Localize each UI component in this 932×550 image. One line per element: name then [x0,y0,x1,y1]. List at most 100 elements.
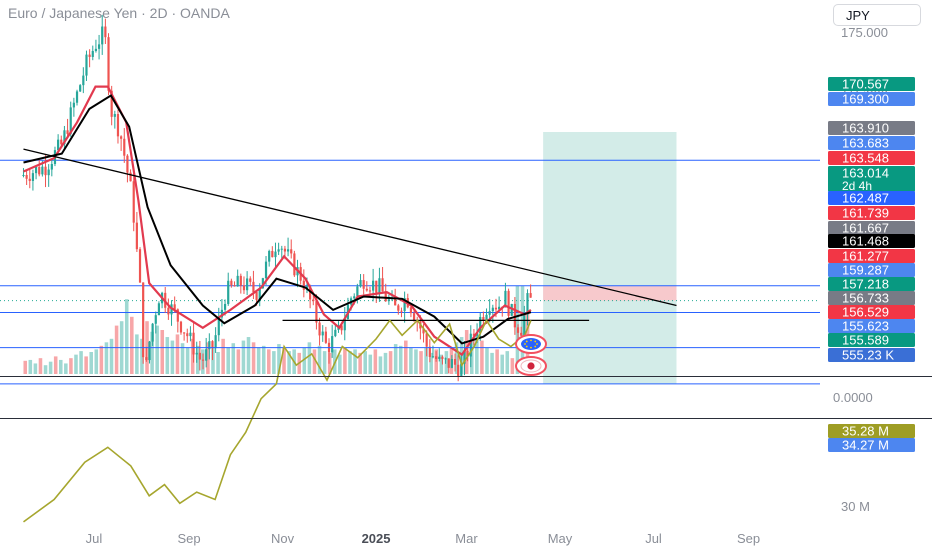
candle-body [97,44,101,49]
volume-bar [383,352,388,374]
price-label-box [828,348,915,362]
candle-body [75,91,79,103]
candle-body [293,253,296,276]
volume-bar [398,345,403,374]
candle-body [444,358,447,360]
oscillator-pane [0,318,820,523]
volume-bar [307,342,312,374]
candle-body [145,357,148,361]
candle-body [57,139,60,151]
candle-body [457,364,460,376]
flag-icons[interactable] [515,334,547,376]
volume-bar [363,351,367,374]
candle-body [220,309,224,318]
volume-bar [195,345,200,374]
candle-body [151,323,154,342]
volume-bar [135,334,139,374]
candle-body [290,249,293,254]
candle-body [198,352,201,360]
price-label-text: 163.683 [842,136,889,151]
candle-body [208,341,211,350]
volume-bar [287,351,291,374]
volume-bar [185,347,190,374]
candle-body [435,356,438,359]
volume-bar [84,356,88,374]
candle-body [526,293,529,315]
candle-body [66,130,69,134]
volume-bars [23,286,530,374]
volume-bar [165,337,170,374]
volume-bar [231,343,236,374]
candle-body [205,349,208,361]
y-tick-label: 175.000 [841,25,888,40]
volume-bar [490,352,494,374]
volume-bar [500,354,504,374]
candle-body [227,280,230,304]
candle-body [520,332,523,336]
candle-body [425,333,428,347]
candle-body [249,278,252,282]
moving-average-black [23,94,532,345]
candle-body [173,304,176,310]
volume-bar [261,345,266,374]
price-label-box [828,151,915,165]
volume-bar [251,342,256,374]
candle-body [214,335,217,349]
volume-bar [495,349,499,374]
price-label-text: 162.487 [842,191,889,206]
candle-body [183,332,186,334]
volume-bar [277,344,281,374]
currency-button[interactable]: JPY [833,4,921,26]
osc-tick-label: 30 M [841,499,870,514]
candle-body [60,139,63,145]
volume-bar [216,352,220,374]
candle-body [38,167,41,175]
candle-body [491,307,494,312]
volume-bar [348,351,352,374]
volume-bar [114,325,119,374]
candle-body [387,299,390,302]
volume-bar [155,325,159,374]
volume-bar [267,349,271,374]
candle-body [359,280,362,287]
flag-eu-icon [515,334,547,354]
volume-bar [206,342,210,374]
candle-body [516,327,520,333]
volume-bar [409,347,413,374]
volume-bar [404,340,408,374]
candle-body [312,299,315,302]
candle-body [466,350,469,357]
price-label-box [828,234,915,248]
candle-body [176,309,179,322]
price-label-text: 163.014 [842,166,889,181]
candle-body [264,261,268,279]
volume-bar [454,342,459,374]
candle-body [85,54,88,76]
candle-body [381,278,384,292]
candle-body [309,286,312,300]
volume-bar [302,347,307,374]
x-tick-label: Sep [177,531,200,546]
candle-body [422,328,425,334]
volume-bar [140,338,144,374]
candle-body [469,333,472,357]
candle-body [463,350,466,364]
volume-bar [414,349,418,374]
volume-bar [393,344,398,374]
volume-bar [419,351,423,374]
candle-body [494,307,498,310]
candle-body [195,352,198,355]
candle-body [482,317,485,321]
volume-bar [480,340,484,374]
candle-body [142,282,145,358]
volume-bar [109,338,114,374]
price-label-box [828,121,915,135]
candle-body [504,290,507,308]
volume-bar [429,352,433,374]
candle-body [201,359,205,361]
candle-body [315,301,318,323]
volume-bar [150,331,154,374]
volume-bar [38,358,43,374]
candle-body [113,114,116,117]
